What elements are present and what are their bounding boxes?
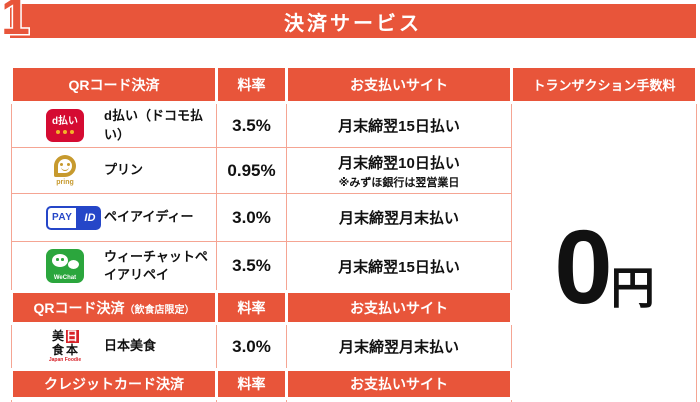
wechat-bubble-small [68,260,79,269]
col-header-note: （飲食店限定） [124,304,195,316]
col-header-rate: 料率 [215,290,288,325]
payment-site-cell [286,398,512,402]
table-row-wechat: WeChat ウィーチャットペイアリペイ 3.5% 月末締翌15日払い [11,241,697,292]
wechat-bubble-large [52,254,68,267]
fee-unit: 円 [610,264,655,313]
transaction-fee-value: 0円 [511,102,697,402]
fee-amount: 0 [554,209,612,326]
service-cell [11,398,217,402]
service-cell: pring プリン [11,147,217,194]
d-barai-logo-icon: d払い [46,109,84,142]
japan-foodie-logo-icon: 美 日 食 本 Japan Foodie [48,329,82,363]
rate-value: 3.0% [216,323,287,370]
service-cell: d払い d払い（ドコモ払い） [11,102,217,148]
page-title: 決済サービス [284,12,422,35]
wechat-logo-icon: WeChat [46,249,84,283]
col-header-qr-payment: QRコード決済 [10,65,218,104]
col-header-qr-payment-restaurant: QRコード決済（飲食店限定） [10,290,218,325]
col-header-label: クレジットカード決済 [44,376,184,392]
table-row-clipped [11,398,697,402]
service-cell: WeChat ウィーチャットペイアリペイ [11,241,217,292]
payment-site-value: 月末締翌月末払い [286,323,512,370]
rate-value: 3.0% [216,193,287,242]
rate-cell [216,398,287,402]
table-row-japan-foodie: 美 日 食 本 Japan Foodie 日本美食 3.0% 月末締翌月末払い [11,323,697,370]
section2-header-row: QRコード決済（飲食店限定） 料率 お支払いサイト [10,290,697,325]
service-name: プリン [104,162,144,178]
table-row-payid: PAY ID ペイアイディー 3.0% 月末締翌月末払い [11,193,697,242]
service-name: 日本美食 [104,338,157,354]
step-number: 1 [0,0,31,46]
col-header-label: QRコード決済 [68,76,160,93]
section3-header-row: クレジットカード決済 料率 お支払いサイト [10,368,697,400]
col-header-payment-site: お支払いサイト [285,290,513,325]
pring-face-icon [54,155,76,177]
payment-site-value: 月末締翌10日払い ※みずほ銀行は翌営業日 [286,147,512,194]
rate-value: 0.95% [216,147,287,194]
col-header-label: QRコード決済 [33,299,125,316]
col-header-payment-site: お支払いサイト [285,65,513,104]
table-row-dbarai: d払い d払い（ドコモ払い） 3.5% 月末締翌15日払い 0円 [11,102,697,402]
col-header-credit-card: クレジットカード決済 [10,368,218,400]
pay-id-logo-icon: PAY ID [46,205,102,230]
service-cell: PAY ID ペイアイディー [11,193,217,242]
pring-logo-icon: pring [46,155,84,186]
service-name: ペイアイディー [104,209,194,225]
d-barai-dots [56,130,74,134]
service-name: d払い（ドコモ払い） [104,108,203,142]
table-row-pring: pring プリン 0.95% 月末締翌10日払い ※みずほ銀行は翌営業日 [11,147,697,194]
service-cell: 美 日 食 本 Japan Foodie 日本美食 [11,323,217,370]
payment-site-note: ※みずほ銀行は翌営業日 [338,176,460,189]
payment-site-value: 月末締翌15日払い [286,102,512,148]
col-header-rate: 料率 [215,368,288,400]
payment-site-value: 月末締翌月末払い [286,193,512,242]
rate-value: 3.5% [216,102,287,148]
col-header-transaction-fee: トランザクション手数料 [510,65,698,104]
service-name: ウィーチャットペイアリペイ [104,248,208,282]
payment-site-value: 月末締翌15日払い [286,241,512,292]
payment-services-table: QRコード決済 料率 お支払いサイト トランザクション手数料 d払い d払い（ド… [10,65,698,402]
rate-value: 3.5% [216,241,287,292]
col-header-payment-site: お支払いサイト [285,368,513,400]
section1-header-row: QRコード決済 料率 お支払いサイト トランザクション手数料 [10,65,698,104]
title-bar: 決済サービス [10,4,696,38]
col-header-rate: 料率 [215,65,288,104]
